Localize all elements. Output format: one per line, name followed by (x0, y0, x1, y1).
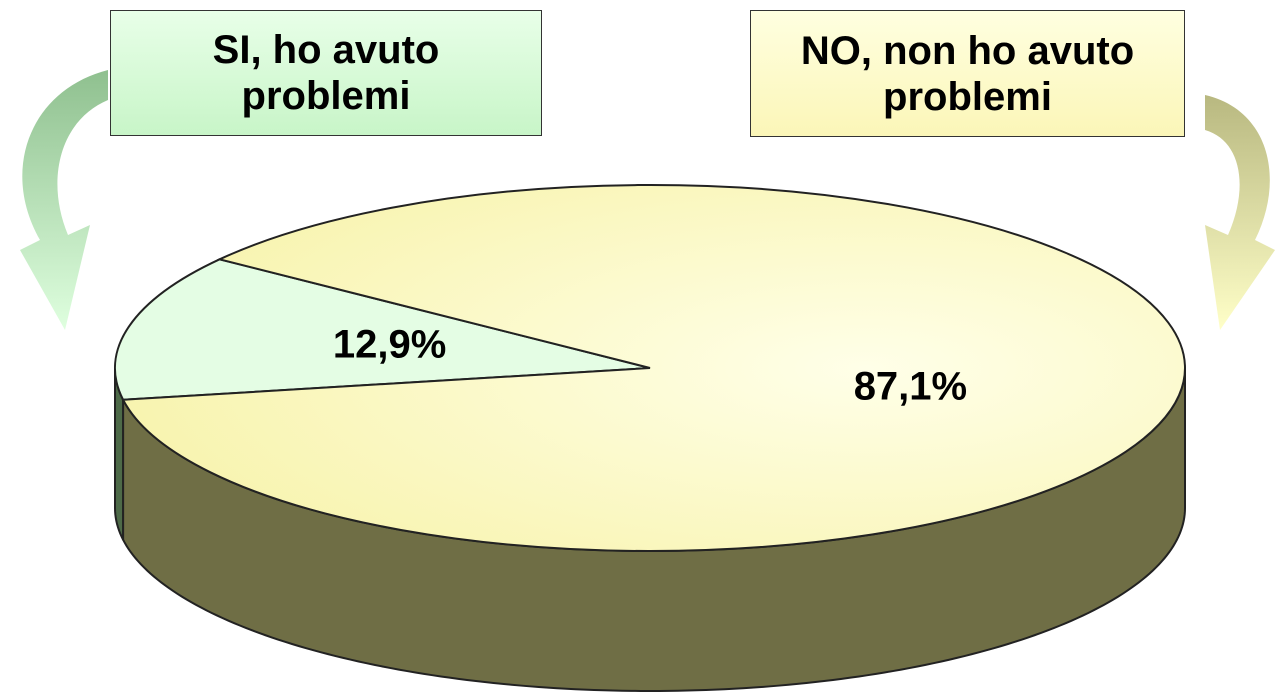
right-arrow (1205, 95, 1275, 330)
value-label: 87,1% (854, 364, 967, 408)
slice (121, 184, 1186, 552)
pie: 12,9% 87,1% (114, 184, 1186, 693)
slice (114, 258, 651, 401)
value-label: 12,9% (333, 323, 446, 367)
legend-box: SI, ho avuto problemi (110, 10, 542, 136)
legend-box: NO, non ho avuto problemi (750, 10, 1185, 137)
left-arrow (20, 70, 108, 330)
